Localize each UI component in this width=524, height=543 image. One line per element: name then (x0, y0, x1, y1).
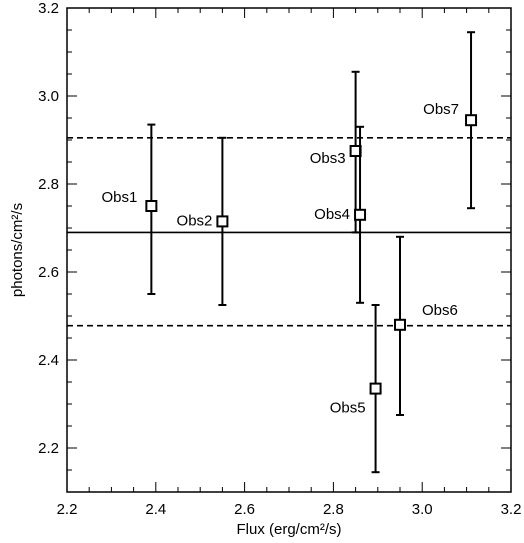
y-tick-label: 2.2 (38, 440, 59, 457)
point-label: Obs5 (330, 400, 366, 417)
y-axis-title: photons/cm²/s (9, 203, 26, 297)
point-marker (354, 208, 367, 221)
x-tick-label: 2.8 (323, 501, 344, 518)
data-point: Obs4 (314, 125, 367, 304)
point-marker (369, 382, 382, 395)
point-marker (216, 215, 229, 228)
x-tick-label: 2.2 (57, 501, 78, 518)
data-point: Obs7 (423, 31, 478, 210)
point-label: Obs6 (422, 302, 458, 319)
data-point: Obs3 (310, 70, 362, 234)
y-tick-label: 2.4 (38, 352, 59, 369)
point-label: Obs2 (177, 212, 213, 229)
point-marker (394, 318, 406, 331)
data-point: Obs1 (102, 123, 158, 295)
x-tick-label: 2.6 (234, 501, 255, 518)
point-label: Obs3 (310, 150, 346, 167)
x-axis-title: Flux (erg/cm²/s) (237, 521, 342, 538)
y-tick-label: 2.6 (38, 264, 59, 281)
point-marker (465, 114, 478, 127)
data-point: Obs2 (177, 136, 229, 306)
plot-frame (66, 7, 512, 493)
point-label: Obs7 (423, 101, 459, 118)
y-tick-label: 2.8 (38, 176, 59, 193)
point-label: Obs1 (102, 189, 138, 206)
point-label: Obs4 (314, 206, 350, 223)
data-point: Obs6 (394, 235, 458, 416)
y-tick-label: 3.0 (38, 88, 59, 105)
y-tick-label: 3.2 (38, 0, 59, 17)
x-tick-label: 3.0 (412, 501, 433, 518)
point-marker (145, 200, 158, 212)
x-tick-label: 3.2 (501, 501, 522, 518)
x-tick-label: 2.4 (145, 501, 166, 518)
data-point: Obs5 (330, 304, 382, 474)
